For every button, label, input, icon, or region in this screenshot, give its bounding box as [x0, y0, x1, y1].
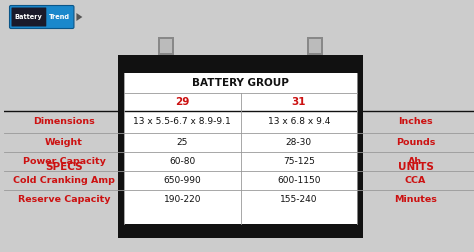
Text: 600-1150: 600-1150: [277, 176, 320, 185]
Bar: [160, 39, 172, 53]
Text: Ah: Ah: [409, 157, 422, 166]
FancyBboxPatch shape: [11, 8, 46, 26]
Text: 155-240: 155-240: [280, 195, 318, 204]
Text: 28-30: 28-30: [286, 138, 312, 147]
FancyBboxPatch shape: [9, 6, 74, 28]
Bar: [118, 55, 124, 238]
Text: SPECS: SPECS: [45, 163, 83, 173]
Text: BATTERY GROUP: BATTERY GROUP: [192, 78, 289, 88]
Text: Minutes: Minutes: [394, 195, 437, 204]
Bar: [118, 55, 363, 73]
Polygon shape: [76, 13, 82, 21]
Text: Inches: Inches: [398, 117, 433, 127]
Bar: [158, 37, 173, 55]
Text: 13 x 6.8 x 9.4: 13 x 6.8 x 9.4: [267, 117, 330, 127]
Bar: [310, 39, 321, 53]
Text: Reserve Capacity: Reserve Capacity: [18, 195, 110, 204]
Bar: [357, 55, 363, 238]
Bar: [118, 224, 363, 238]
Text: 13 x 5.5-6.7 x 8.9-9.1: 13 x 5.5-6.7 x 8.9-9.1: [133, 117, 231, 127]
Bar: [308, 37, 323, 55]
Text: Trend: Trend: [48, 14, 69, 20]
Text: 29: 29: [175, 97, 190, 107]
Text: 75-125: 75-125: [283, 157, 315, 166]
Text: 60-80: 60-80: [169, 157, 195, 166]
Text: Weight: Weight: [45, 138, 83, 147]
Text: Battery: Battery: [14, 14, 42, 20]
Text: 190-220: 190-220: [164, 195, 201, 204]
Text: Cold Cranking Amp: Cold Cranking Amp: [13, 176, 115, 185]
Text: 31: 31: [292, 97, 306, 107]
Bar: [124, 73, 357, 224]
Text: Power Capacity: Power Capacity: [23, 157, 106, 166]
Text: UNITS: UNITS: [398, 163, 433, 173]
Text: 650-990: 650-990: [164, 176, 201, 185]
Text: Dimensions: Dimensions: [33, 117, 95, 127]
Text: CCA: CCA: [405, 176, 426, 185]
Text: 25: 25: [177, 138, 188, 147]
Text: Pounds: Pounds: [396, 138, 435, 147]
